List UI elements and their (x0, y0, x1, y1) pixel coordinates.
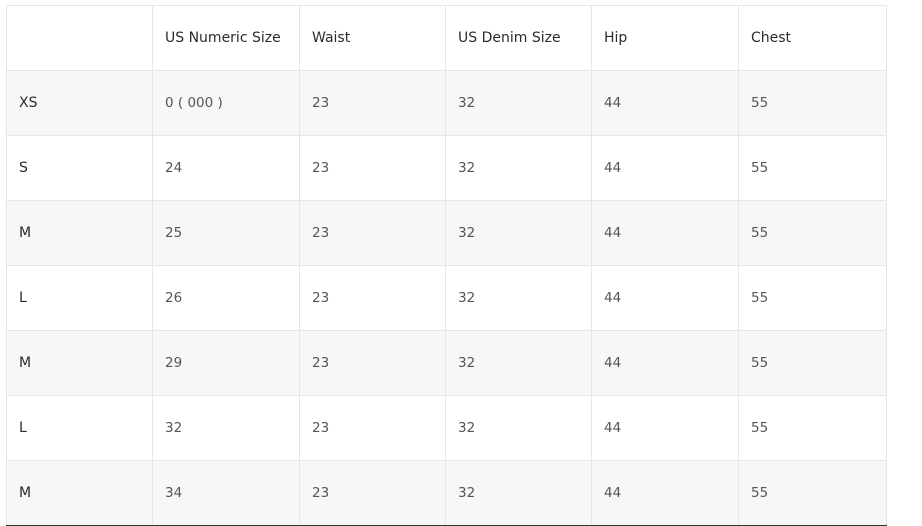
size-label-cell: M (6, 330, 153, 396)
header-size-label (6, 5, 153, 71)
size-label-cell: M (6, 200, 153, 266)
hip-cell: 44 (591, 330, 739, 396)
us-denim-size-cell: 32 (445, 330, 592, 396)
table-row: M 29 23 32 44 55 (6, 330, 887, 396)
header-row: US Numeric Size Waist US Denim Size Hip … (6, 5, 887, 71)
us-denim-size-cell: 32 (445, 460, 592, 526)
waist-cell: 23 (299, 135, 446, 201)
size-label-cell: S (6, 135, 153, 201)
us-numeric-size-cell: 26 (152, 265, 300, 331)
us-denim-size-cell: 32 (445, 265, 592, 331)
header-hip: Hip (591, 5, 739, 71)
size-label-cell: M (6, 460, 153, 526)
waist-cell: 23 (299, 330, 446, 396)
us-denim-size-cell: 32 (445, 70, 592, 136)
us-numeric-size-cell: 32 (152, 395, 300, 461)
size-chart-header: US Numeric Size Waist US Denim Size Hip … (6, 5, 887, 71)
table-row: M 34 23 32 44 55 (6, 460, 887, 526)
chest-cell: 55 (738, 265, 887, 331)
us-denim-size-cell: 32 (445, 395, 592, 461)
size-label-cell: L (6, 395, 153, 461)
hip-cell: 44 (591, 70, 739, 136)
header-chest: Chest (738, 5, 887, 71)
hip-cell: 44 (591, 265, 739, 331)
hip-cell: 44 (591, 135, 739, 201)
chest-cell: 55 (738, 460, 887, 526)
hip-cell: 44 (591, 200, 739, 266)
chest-cell: 55 (738, 70, 887, 136)
waist-cell: 23 (299, 200, 446, 266)
hip-cell: 44 (591, 460, 739, 526)
chest-cell: 55 (738, 330, 887, 396)
header-us-numeric-size: US Numeric Size (152, 5, 300, 71)
size-label-cell: L (6, 265, 153, 331)
us-numeric-size-cell: 29 (152, 330, 300, 396)
table-row: L 32 23 32 44 55 (6, 395, 887, 461)
size-chart-table: US Numeric Size Waist US Denim Size Hip … (6, 5, 887, 526)
us-numeric-size-cell: 25 (152, 200, 300, 266)
waist-cell: 23 (299, 70, 446, 136)
us-denim-size-cell: 32 (445, 135, 592, 201)
table-row: S 24 23 32 44 55 (6, 135, 887, 201)
header-us-denim-size: US Denim Size (445, 5, 592, 71)
chest-cell: 55 (738, 200, 887, 266)
us-numeric-size-cell: 0 ( 000 ) (152, 70, 300, 136)
table-row: XS 0 ( 000 ) 23 32 44 55 (6, 70, 887, 136)
us-numeric-size-cell: 24 (152, 135, 300, 201)
us-denim-size-cell: 32 (445, 200, 592, 266)
waist-cell: 23 (299, 460, 446, 526)
us-numeric-size-cell: 34 (152, 460, 300, 526)
chest-cell: 55 (738, 395, 887, 461)
table-row: M 25 23 32 44 55 (6, 200, 887, 266)
waist-cell: 23 (299, 395, 446, 461)
chest-cell: 55 (738, 135, 887, 201)
header-waist: Waist (299, 5, 446, 71)
size-label-cell: XS (6, 70, 153, 136)
size-chart-body: XS 0 ( 000 ) 23 32 44 55 S 24 23 32 44 5… (6, 70, 887, 526)
hip-cell: 44 (591, 395, 739, 461)
waist-cell: 23 (299, 265, 446, 331)
table-row: L 26 23 32 44 55 (6, 265, 887, 331)
